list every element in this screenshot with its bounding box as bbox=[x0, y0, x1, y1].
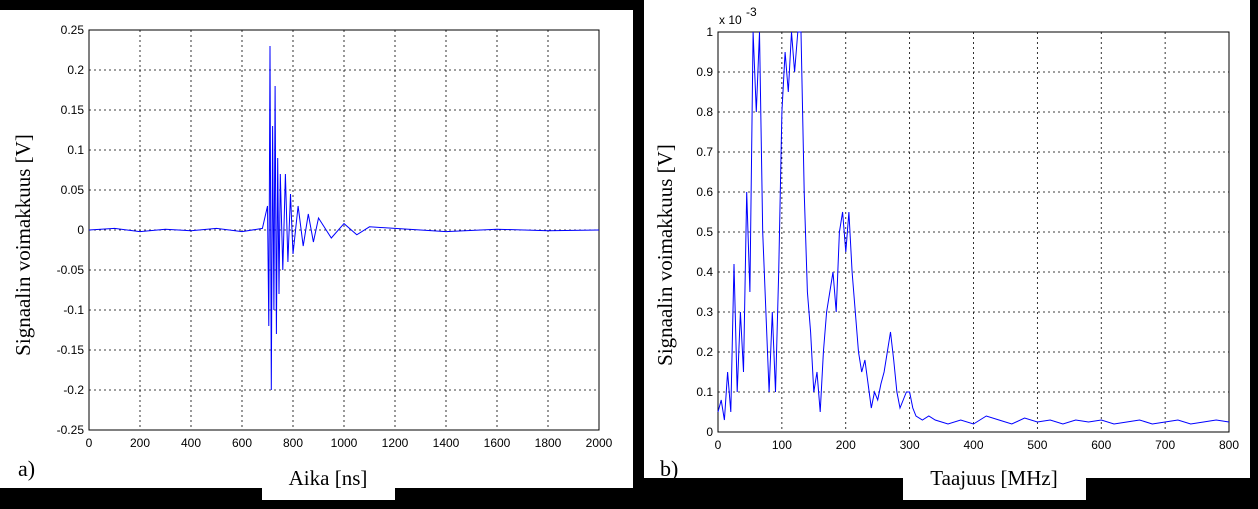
multiplier-exponent-b: -3 bbox=[746, 5, 757, 19]
y-tick-label: 0.6 bbox=[696, 185, 713, 199]
grid-b bbox=[718, 32, 1229, 432]
y-tick-label: -0.15 bbox=[57, 343, 85, 357]
x-tick-label: 600 bbox=[1091, 438, 1111, 452]
y-tick-label: 0.2 bbox=[67, 63, 84, 77]
y-tick-label: -0.1 bbox=[63, 303, 84, 317]
y-tick-label: 0.1 bbox=[67, 143, 84, 157]
y-tick-label: 0.1 bbox=[696, 385, 713, 399]
y-tick-label: 0 bbox=[706, 425, 713, 439]
x-tick-label: 500 bbox=[1027, 438, 1047, 452]
x-tick-label: 100 bbox=[772, 438, 792, 452]
x-tick-label: 700 bbox=[1155, 438, 1175, 452]
x-tick-label: 800 bbox=[283, 436, 303, 450]
y-tick-label: 0.05 bbox=[61, 183, 85, 197]
chart-panel-a bbox=[0, 10, 633, 488]
x-tick-label: 1200 bbox=[382, 436, 409, 450]
x-tick-label: 600 bbox=[232, 436, 252, 450]
x-tick-label: 0 bbox=[715, 438, 722, 452]
x-axis-label-a: Aika [ns] bbox=[289, 466, 368, 490]
y-tick-label: 0.2 bbox=[696, 345, 713, 359]
x-tick-label: 400 bbox=[181, 436, 201, 450]
panel-label-b: b) bbox=[660, 456, 678, 481]
x-tick-label: 0 bbox=[86, 436, 93, 450]
x-tick-label: 800 bbox=[1219, 438, 1239, 452]
y-tick-label: 0.5 bbox=[696, 225, 713, 239]
x-tick-label: 1600 bbox=[484, 436, 511, 450]
x-tick-label: 2000 bbox=[586, 436, 613, 450]
y-tick-label: 0.9 bbox=[696, 65, 713, 79]
x-axis-label-b: Taajuus [MHz] bbox=[930, 466, 1057, 490]
panel-label-a: a) bbox=[18, 456, 35, 481]
chart-panel-b bbox=[644, 0, 1250, 478]
y-tick-label: 0.25 bbox=[61, 23, 85, 37]
signal-line-a bbox=[88, 45, 600, 391]
y-axis-label-a: Signaalin voimakkuus [V] bbox=[11, 134, 35, 356]
y-tick-label: 1 bbox=[706, 25, 713, 39]
y-tick-label: 0.15 bbox=[61, 103, 85, 117]
y-tick-label: 0.7 bbox=[696, 145, 713, 159]
ticks-b: 0 100 200 300 400 500 600 700 800 1 0.9 0.8 0.7 0.6 0.… bbox=[696, 25, 1239, 452]
y-tick-label: -0.25 bbox=[57, 423, 85, 437]
x-tick-label: 300 bbox=[900, 438, 920, 452]
x-tick-label: 1000 bbox=[331, 436, 358, 450]
y-tick-label: -0.05 bbox=[57, 263, 85, 277]
x-tick-label: 200 bbox=[836, 438, 856, 452]
x-tick-label: 1400 bbox=[433, 436, 460, 450]
y-tick-label: -0.2 bbox=[63, 383, 84, 397]
xlabel-box-b bbox=[903, 460, 1086, 500]
x-tick-label: 400 bbox=[963, 438, 983, 452]
x-tick-label: 1800 bbox=[535, 436, 562, 450]
xlabel-box-a bbox=[262, 460, 395, 500]
multiplier-label-b: x 10 bbox=[719, 13, 742, 27]
y-tick-label: 0.8 bbox=[696, 105, 713, 119]
y-axis-label-b: Signaalin voimakkuus [V] bbox=[653, 144, 677, 366]
y-tick-label: 0.4 bbox=[696, 265, 713, 279]
x-tick-label: 200 bbox=[130, 436, 150, 450]
ticks-a: 0 200 400 600 800 1000 1200 1400 1600 1800 2000 0.2… bbox=[57, 23, 613, 450]
plot-area-b bbox=[717, 31, 1230, 433]
y-tick-label: 0.3 bbox=[696, 305, 713, 319]
spectrum-line-b bbox=[717, 31, 1230, 425]
y-tick-label: 0 bbox=[77, 223, 84, 237]
